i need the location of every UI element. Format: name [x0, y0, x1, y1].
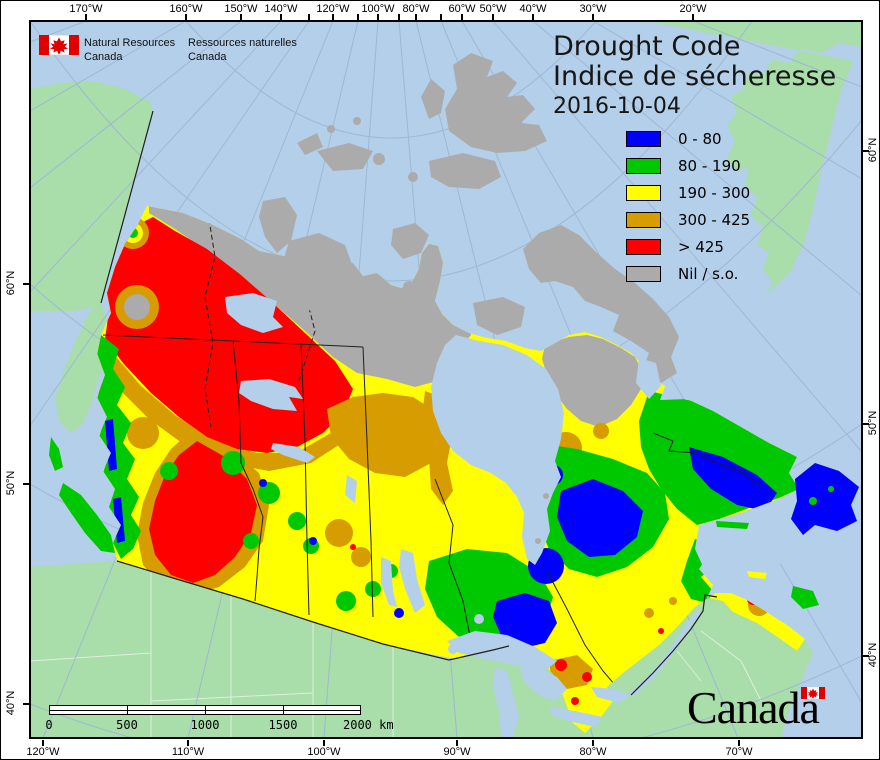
- anticosti-island: [716, 521, 749, 529]
- region-orange-manitoba-north: [327, 393, 441, 477]
- legend-item: 190 - 300: [626, 184, 751, 202]
- lat-label: 60°N: [867, 137, 879, 163]
- southampton-island: [473, 297, 525, 335]
- greenland: [647, 21, 862, 297]
- lake-erie: [549, 707, 603, 727]
- legend-item: 80 - 190: [626, 157, 750, 175]
- scale-bar-body: [49, 705, 361, 715]
- lon-label: 140°W: [264, 3, 298, 15]
- lat-label: 50°N: [867, 410, 879, 436]
- canada-wordmark: Canada: [687, 683, 819, 733]
- legend-swatch-nil: [626, 266, 661, 282]
- wordmark-text: Canada: [687, 682, 820, 733]
- scale-label: 1500: [268, 718, 298, 732]
- lon-label: 120°W: [316, 3, 350, 15]
- legend-swatch-orange: [626, 212, 661, 228]
- legend-label: Nil / s.o.: [678, 265, 739, 283]
- legend-label: 80 - 190: [678, 157, 741, 175]
- lon-label: 90°W: [443, 746, 471, 758]
- water-bodies: [225, 293, 801, 737]
- legend-label: > 425: [678, 238, 724, 256]
- map-title: Drought Code Indice de sécheresse 2016-1…: [553, 32, 836, 120]
- region-blue-quebec: [557, 479, 643, 557]
- legend-label: 190 - 300: [678, 184, 751, 202]
- legend-item: > 425: [626, 238, 750, 256]
- hudson-bay: [431, 335, 564, 565]
- legend-label: 300 - 425: [678, 211, 751, 229]
- alaska: [30, 81, 153, 311]
- lon-label: 50°W: [479, 3, 507, 15]
- lake-athabasca: [271, 443, 315, 463]
- lon-label: 70°W: [725, 746, 753, 758]
- haida-gwaii: [49, 437, 63, 471]
- scale-label: 0: [45, 718, 53, 732]
- lon-label: 30°W: [579, 3, 607, 15]
- legend-item: 300 - 425: [626, 211, 751, 229]
- arctic-islands: [259, 53, 679, 383]
- lon-label: 20°W: [679, 3, 707, 15]
- lake-michigan: [493, 667, 519, 737]
- logo-text-fr: Ressources naturelles Canada: [188, 37, 297, 63]
- lat-label: 50°N: [5, 470, 17, 496]
- lon-label: 150°W: [224, 3, 258, 15]
- map-frame: [29, 20, 863, 739]
- scale-label: 500: [116, 718, 138, 732]
- lon-label: 170°W: [69, 3, 103, 15]
- legend-swatch-yellow: [626, 185, 661, 201]
- us-state-lines: [30, 571, 762, 738]
- lat-label: 40°N: [5, 690, 17, 716]
- nwt-gray-ring: [115, 285, 159, 329]
- logo-text-en: Natural Resources Canada: [84, 37, 176, 63]
- newfoundland: [791, 463, 859, 535]
- region-blue-labrador: [689, 447, 777, 511]
- lake-huron: [519, 667, 567, 701]
- reindeer-lake: [345, 475, 357, 503]
- legend-item: 0 - 80: [626, 130, 750, 148]
- lake-nipigon: [474, 614, 484, 624]
- legend: 0 - 80 80 - 190 190 - 300 300 - 425 > 42…: [626, 130, 751, 293]
- lon-label: 100°W: [307, 746, 341, 758]
- lake-superior: [447, 631, 557, 671]
- legend-swatch-green: [626, 158, 661, 174]
- lon-label: 110°W: [171, 746, 205, 758]
- scale-label-end: 2000 km: [343, 718, 394, 732]
- lake-winnipegosis: [381, 557, 397, 607]
- prince-edward-island: [747, 571, 767, 579]
- lake-ontario: [591, 687, 631, 703]
- region-blue-nw-ontario: [493, 593, 557, 649]
- lon-label: 80°W: [402, 3, 430, 15]
- canada-flag-icon: [39, 35, 79, 55]
- ungava-bay: [636, 358, 661, 399]
- legend-item: Nil / s.o.: [626, 265, 750, 283]
- region-nil-ungava: [542, 335, 642, 427]
- scale-label: 1000: [190, 718, 220, 732]
- vancouver-island: [59, 483, 115, 553]
- map-canvas: [29, 20, 863, 739]
- title-line-2: Indice de sécheresse: [553, 61, 837, 92]
- lake-winnipeg: [399, 549, 425, 613]
- lat-label: 60°N: [5, 270, 17, 296]
- legend-swatch-red: [626, 239, 661, 255]
- lon-label: 100°W: [361, 3, 395, 15]
- title-line-1: Drought Code: [553, 31, 741, 62]
- lat-label: 40°N: [867, 642, 879, 668]
- lon-label: 120°W: [26, 746, 60, 758]
- lon-label: 160°W: [169, 3, 203, 15]
- lon-label: 40°W: [519, 3, 547, 15]
- islands: [49, 297, 859, 609]
- region-green-bc-coast: [97, 335, 141, 559]
- title-date: 2016-10-04: [553, 94, 681, 119]
- great-bear-lake: [225, 293, 283, 333]
- lon-label: 80°W: [579, 746, 607, 758]
- legend-label: 0 - 80: [678, 130, 722, 148]
- legend-swatch-blue: [626, 131, 661, 147]
- wordmark-flag-icon: [801, 687, 825, 699]
- international-boundary: [100, 110, 718, 696]
- lon-label: 60°W: [448, 3, 476, 15]
- great-slave-lake: [239, 379, 303, 411]
- cape-breton: [791, 586, 819, 609]
